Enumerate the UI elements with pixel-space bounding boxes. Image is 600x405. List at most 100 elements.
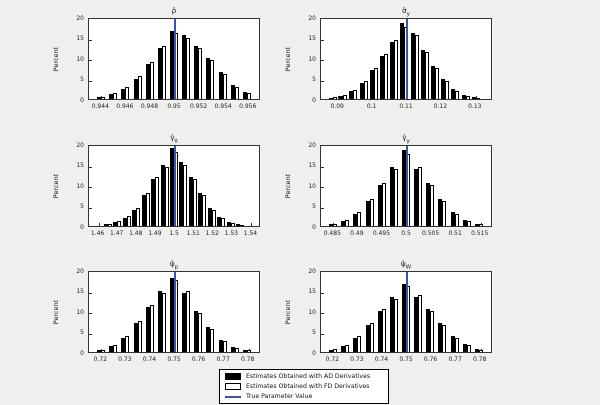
x-tick-label: 1.52 [205, 230, 219, 237]
bar-fd [357, 335, 362, 352]
histogram-bin [379, 53, 388, 99]
bar-ad [402, 150, 406, 226]
bar-ad [414, 296, 419, 352]
histogram-bin [242, 91, 251, 99]
x-tick-label: 0.954 [214, 103, 232, 110]
x-tick-label: 0.09 [330, 103, 344, 110]
bar-ad [113, 221, 118, 226]
title-sub: y [406, 138, 410, 145]
bar-ad [341, 345, 346, 352]
bar-fd [198, 313, 203, 352]
bar-ad [359, 82, 364, 99]
x-tick-label: 0.495 [372, 230, 391, 237]
y-tick-label: 15 [308, 35, 316, 42]
x-tick-label: 0.12 [433, 103, 448, 110]
y-tick-label: 15 [76, 162, 84, 169]
bar-fd [210, 60, 215, 99]
histogram-bin [329, 349, 338, 352]
title-base: ψ̂ [400, 260, 406, 268]
bar-fd [125, 335, 130, 352]
legend: Estimates Obtained with AD Derivatives E… [219, 369, 389, 404]
plot-area [88, 18, 260, 100]
bar-ad [236, 224, 241, 226]
bar-ad [353, 213, 358, 226]
x-tick-label: 0.77 [448, 356, 462, 363]
histogram-bin [157, 45, 166, 99]
bar-ad [450, 211, 455, 226]
histogram-bin [389, 166, 398, 226]
histogram-bin [339, 94, 348, 99]
y-tick-mark [89, 207, 92, 209]
subplot-title: ψ̂p [88, 260, 260, 270]
bar-ad [438, 323, 443, 352]
histogram-bin [390, 39, 399, 99]
bar-ad [461, 94, 466, 99]
y-tick-label: 20 [308, 267, 316, 275]
histogram-bin [365, 323, 374, 352]
plot-area [88, 145, 260, 227]
x-tick-label: 0.49 [350, 230, 364, 237]
bar-fd [198, 47, 203, 99]
y-tick-label: 20 [308, 14, 316, 22]
y-tick-mark [89, 313, 92, 314]
y-tick-mark [321, 207, 324, 209]
y-axis-label: Percent [284, 173, 292, 199]
title-base: ψ̂ [169, 260, 175, 268]
histogram-bin [182, 290, 191, 352]
bar-fd [442, 325, 447, 352]
true-value-line [406, 146, 408, 226]
histogram-bin [160, 164, 169, 226]
x-tick-label: 1.54 [243, 230, 258, 237]
bar-fd [434, 68, 439, 99]
bar-fd [345, 219, 350, 226]
y-tick-label: 10 [308, 55, 316, 63]
bar-fd [478, 349, 483, 352]
x-tick-label: 0.5 [401, 230, 411, 237]
bar-ad [349, 90, 354, 99]
bar-ad [160, 164, 165, 226]
bar-fd [373, 68, 378, 99]
histogram-bin [359, 80, 368, 99]
bar-fd [455, 90, 460, 99]
x-tick-label: 1.46 [90, 230, 105, 237]
bar-fd [136, 207, 141, 226]
bar-ad [226, 221, 231, 226]
bar-fd [234, 86, 239, 99]
true-value-line [174, 19, 176, 99]
bar-fd [222, 341, 227, 352]
bar-ad [194, 45, 199, 99]
histogram-bin [377, 308, 386, 352]
bar-ad [103, 224, 108, 226]
y-tick-label: 15 [76, 288, 84, 295]
bar-ad [188, 176, 193, 226]
histogram-bin [230, 84, 239, 99]
y-tick-label: 5 [80, 329, 84, 336]
histogram-bin [365, 199, 374, 226]
y-tick-label: 20 [76, 141, 84, 149]
x-tick-label: 1.49 [148, 230, 162, 237]
y-axis-label: Percent [52, 46, 60, 72]
bar-fd [424, 51, 429, 99]
subplot-psi-w: ψ̂W Percent 0 5 10 15 20 0.72 0.73 0.74 0.75 0.76… [284, 260, 492, 363]
y-tick-label: 10 [308, 182, 316, 190]
legend-swatch-open-icon [225, 383, 241, 390]
bar-fd [113, 344, 118, 352]
histogram-bin [410, 33, 419, 99]
y-tick-label: 20 [76, 14, 84, 22]
bar-ad [420, 49, 425, 99]
bar-ad [450, 335, 455, 352]
x-tick-label: 1.53 [224, 230, 238, 237]
x-tick-label: 0.75 [167, 356, 181, 363]
bar-fd [164, 166, 169, 226]
title-sub: p [174, 264, 179, 271]
histogram-bin [145, 62, 154, 99]
histogram-bin [121, 86, 130, 99]
y-tick-label: 15 [76, 35, 84, 42]
histogram-bin [218, 339, 227, 352]
histogram-bin [341, 344, 350, 352]
bar-ad [451, 88, 456, 99]
histogram-bin [462, 343, 471, 352]
subplot-rho: ρ̂ Percent 0 5 10 15 20 0.944 0.946 0.948 0.95 0.… [52, 7, 260, 110]
bar-fd [101, 96, 106, 99]
bar-fd [210, 329, 215, 352]
